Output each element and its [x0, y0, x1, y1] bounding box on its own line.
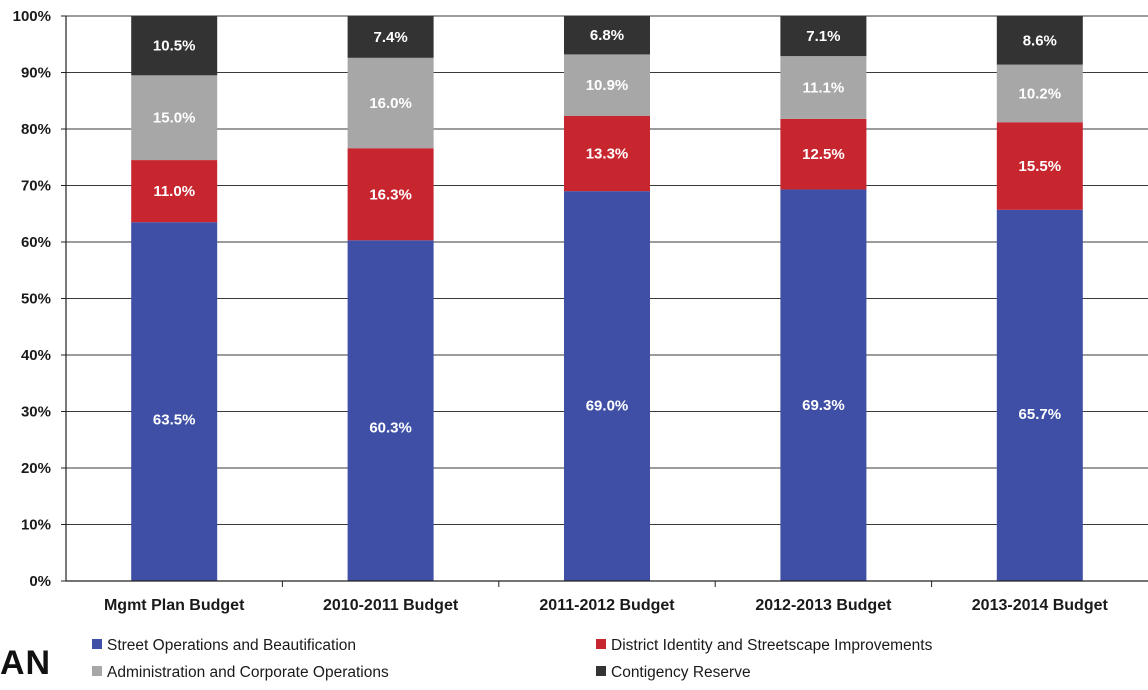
bar-segment [996, 122, 1083, 210]
data-label: 10.5% [153, 38, 196, 55]
y-tick-label: 70% [21, 178, 51, 195]
x-tick-label: 2010-2011 Budget [323, 597, 459, 614]
bars [131, 16, 1083, 582]
bar-segment [347, 16, 434, 58]
bar-segment [131, 222, 218, 581]
legend-label: Administration and Corporate Operations [107, 664, 389, 681]
y-tick-label: 10% [21, 517, 51, 534]
y-tick-label: 50% [21, 291, 51, 308]
bar-segment [347, 148, 434, 241]
bar-segment [564, 54, 650, 117]
axes [65, 16, 1148, 582]
bar-segment [996, 16, 1083, 65]
data-label: 65.7% [1019, 406, 1062, 423]
bar-segment [347, 240, 434, 581]
x-axis-ticks: Mgmt Plan Budget 2010-2011 Budget 2011-201… [104, 581, 1109, 614]
bar-segment [780, 118, 867, 190]
bar-segment [780, 189, 867, 581]
data-label: 15.5% [1019, 158, 1062, 175]
legend-label: Street Operations and Beautification [107, 637, 356, 654]
bar-segment [564, 191, 650, 581]
data-label: 69.3% [802, 397, 845, 414]
x-tick-label: 2013-2014 Budget [972, 597, 1109, 614]
data-label: 7.1% [806, 28, 840, 45]
y-tick-label: 100% [13, 8, 51, 25]
y-tick-label: 40% [21, 347, 51, 364]
bar-segment [996, 64, 1083, 123]
legend-label: District Identity and Streetscape Improv… [611, 637, 933, 654]
bar-segment [347, 57, 434, 149]
legend-swatch [92, 666, 102, 676]
bar-segment [131, 16, 218, 76]
x-tick-label: Mgmt Plan Budget [104, 597, 245, 614]
data-label: 69.0% [586, 398, 629, 415]
data-label: 12.5% [802, 146, 845, 163]
data-label: 11.0% [153, 183, 195, 200]
data-label: 60.3% [369, 420, 412, 437]
bar-segment [780, 16, 867, 57]
data-label: 7.4% [373, 29, 407, 46]
data-label: 11.1% [803, 79, 845, 96]
data-label: 10.9% [586, 77, 629, 94]
legend-label: Contigency Reserve [611, 664, 751, 681]
data-label: 6.8% [590, 27, 624, 44]
bar-segment [996, 209, 1083, 582]
bar-segment [780, 56, 867, 119]
data-label: 8.6% [1023, 32, 1057, 49]
y-tick-label: 80% [21, 121, 51, 138]
x-tick-label: 2012-2013 Budget [755, 597, 892, 614]
data-label: 63.5% [153, 412, 196, 429]
data-label: 16.0% [369, 95, 412, 112]
bar-segment [564, 116, 650, 192]
y-tick-label: 90% [21, 65, 51, 82]
bar-segment [131, 75, 218, 161]
legend-swatch [596, 666, 606, 676]
legend: Street Operations and Beautification Dist… [92, 637, 933, 681]
data-label: 13.3% [586, 146, 629, 163]
y-axis-ticks: 0% 10% 20% 30% 40% 50% 60% 70% 80% 90% 100% [13, 8, 66, 590]
legend-swatch [92, 639, 102, 649]
data-label: 15.0% [153, 110, 196, 127]
data-label: 10.2% [1019, 85, 1062, 102]
legend-swatch [596, 639, 606, 649]
data-labels: 63.5% 11.0% 15.0% 10.5% 60.3% 16.3% 16.0% 7.4% 6… [153, 27, 1061, 436]
bar-segment [131, 160, 218, 223]
y-tick-label: 0% [29, 573, 51, 590]
x-tick-label: 2011-2012 Budget [539, 597, 675, 614]
y-tick-label: 20% [21, 460, 51, 477]
cropped-page-text: AN [0, 644, 52, 682]
y-tick-label: 30% [21, 404, 51, 421]
data-label: 16.3% [369, 186, 412, 203]
bar-segment [564, 16, 650, 55]
y-tick-label: 60% [21, 234, 51, 251]
